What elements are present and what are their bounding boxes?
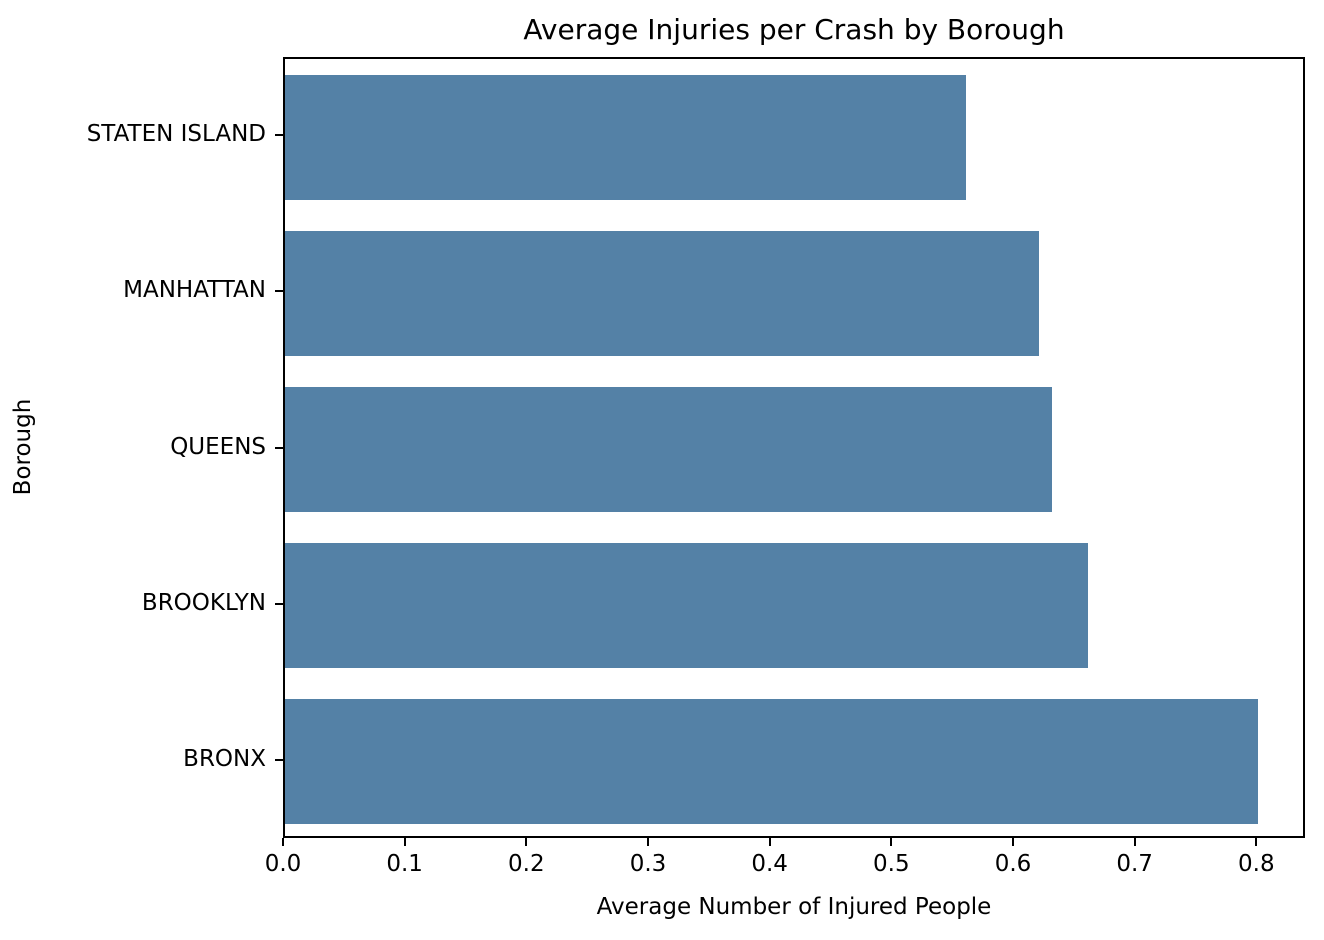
x-tick-0.5 xyxy=(890,838,893,846)
bar-queens xyxy=(285,387,1052,512)
x-axis-label: Average Number of Injured People xyxy=(596,894,992,920)
x-tick-0.2 xyxy=(525,838,528,846)
x-tick-0.7 xyxy=(1133,838,1136,846)
y-tick-bronx xyxy=(275,758,283,761)
x-tick-label-0.6: 0.6 xyxy=(994,851,1032,877)
x-tick-label-0.7: 0.7 xyxy=(1116,851,1153,877)
x-tick-0.3 xyxy=(647,838,649,846)
x-tick-0.1 xyxy=(403,838,406,846)
x-tick-0.6 xyxy=(1012,838,1014,846)
y-tick-label-brooklyn: BROOKLYN xyxy=(141,589,266,616)
x-tick-0.0 xyxy=(282,838,284,846)
y-tick-label-manhattan: MANHATTAN xyxy=(123,277,266,304)
y-tick-label-staten-island: STATEN ISLAND xyxy=(86,121,266,148)
x-tick-label-0.4: 0.4 xyxy=(751,851,788,877)
bar-staten-island xyxy=(285,74,967,200)
bar-manhattan xyxy=(285,230,1040,356)
y-axis-label: Borough xyxy=(10,398,37,496)
x-tick-0.4 xyxy=(768,838,771,846)
x-tick-label-0.2: 0.2 xyxy=(508,851,545,877)
y-tick-queens xyxy=(275,446,283,449)
y-tick-manhattan xyxy=(275,290,283,293)
chart-title: Average Injuries per Crash by Borough xyxy=(523,13,1065,46)
y-tick-label-bronx: BRONX xyxy=(183,746,266,773)
x-tick-label-0.0: 0.0 xyxy=(264,851,302,877)
y-tick-label-queens: QUEENS xyxy=(170,433,266,460)
y-tick-staten-island xyxy=(275,134,283,137)
y-tick-brooklyn xyxy=(275,602,283,605)
plot-area xyxy=(283,57,1305,838)
x-tick-label-0.8: 0.8 xyxy=(1238,851,1275,877)
x-tick-label-0.5: 0.5 xyxy=(873,851,910,877)
bar-bronx xyxy=(285,699,1259,825)
x-tick-label-0.3: 0.3 xyxy=(629,851,667,877)
x-tick-label-0.1: 0.1 xyxy=(386,851,423,877)
x-tick-0.8 xyxy=(1255,838,1258,846)
bar-brooklyn xyxy=(285,543,1088,669)
